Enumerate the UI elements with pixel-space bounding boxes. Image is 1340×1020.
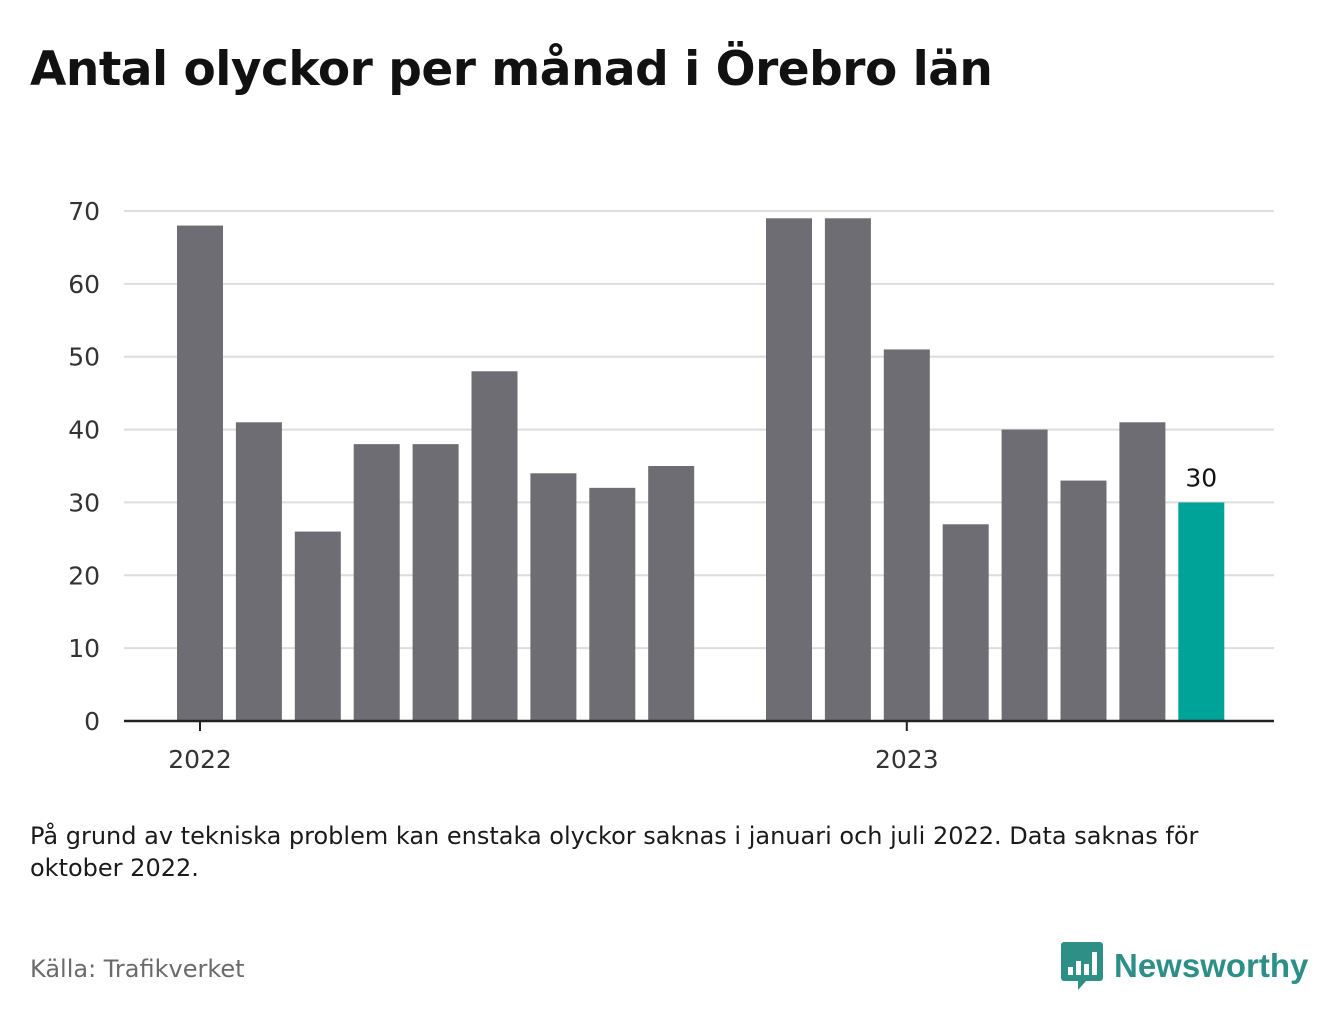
y-tick-label-0: 0 (84, 707, 100, 736)
bar-17 (1178, 502, 1225, 721)
bar-7 (589, 487, 636, 721)
bar-5 (471, 371, 518, 721)
x-axis: 2022 2023 (124, 719, 1274, 774)
bar-14 (1001, 429, 1048, 721)
y-axis: 0 10 20 30 40 50 60 70 (68, 197, 100, 736)
y-tick-label-30: 30 (68, 488, 100, 517)
bar-13 (942, 524, 989, 721)
chart-note: På grund av tekniska problem kan enstaka… (30, 822, 1199, 882)
bar-3 (353, 444, 400, 721)
bar-4 (412, 444, 459, 721)
bar-16 (1119, 422, 1166, 721)
bar-8 (648, 466, 695, 721)
bar-0 (177, 225, 223, 722)
y-tick-label-60: 60 (68, 270, 100, 299)
bar-2 (294, 531, 341, 721)
bar-1 (235, 422, 282, 721)
bar-15 (1060, 480, 1107, 721)
brand-name: Newsworthy (1114, 947, 1309, 984)
y-tick-label-50: 50 (68, 343, 100, 372)
bar-12 (883, 349, 930, 721)
y-tick-label-70: 70 (68, 197, 100, 226)
newsworthy-logo: Newsworthy (1060, 940, 1308, 992)
bar-6 (530, 473, 577, 721)
bar-value-label: 30 (1185, 463, 1217, 492)
y-tick-label-10: 10 (68, 634, 100, 663)
chart-title: Antal olyckor per månad i Örebro län (30, 42, 993, 97)
bar-chart-speech-bubble-icon (1061, 942, 1103, 990)
bar-11 (824, 218, 871, 722)
source-text: Källa: Trafikverket (30, 955, 245, 983)
y-tick-label-40: 40 (68, 416, 100, 445)
y-tick-label-20: 20 (68, 561, 100, 590)
x-tick-label-2023: 2023 (875, 745, 939, 774)
bar-10 (766, 218, 812, 722)
value-labels: 30 (1185, 463, 1217, 492)
bar-chart: 0 10 20 30 40 50 60 70 30 2022 2023 (68, 197, 1274, 774)
bars (177, 218, 1225, 722)
x-tick-label-2022: 2022 (168, 745, 232, 774)
